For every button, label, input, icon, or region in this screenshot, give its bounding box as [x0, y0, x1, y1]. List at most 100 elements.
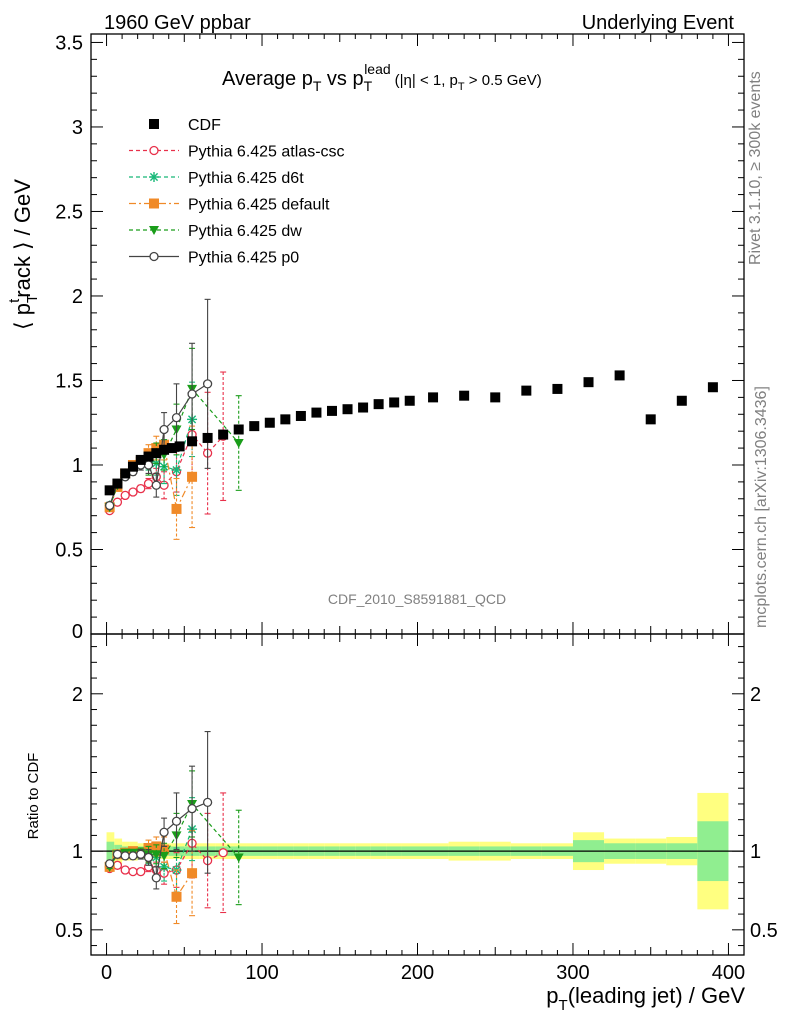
ratio-y-tick-label-right: 1 [750, 841, 761, 863]
ratio-point-pythia-6-425-p0 [143, 852, 154, 863]
main-point-pythia-6-425-p0 [171, 413, 182, 423]
main-point-cdf [174, 441, 185, 452]
main-y-tick-label: 3 [72, 117, 83, 139]
main-point-cdf [295, 410, 306, 421]
x-tick-label: 100 [245, 962, 278, 984]
ratio-point-pythia-6-425-atlas-csc [128, 866, 138, 877]
main-title: Average pT vs pTlead(|η| < 1, pT > 0.5 G… [222, 61, 542, 94]
main-point-pythia-6-425-atlas-csc [120, 490, 130, 501]
legend-entry-pythia-6-425-p0: Pythia 6.425 p0 [129, 250, 299, 267]
legend-entry-pythia-6-425-dw: Pythia 6.425 dw [129, 223, 302, 240]
main-point-cdf [143, 451, 154, 462]
legend-entry-pythia-6-425-d6t: Pythia 6.425 d6t [129, 170, 304, 187]
ratio-point-pythia-6-425-p0 [105, 859, 115, 869]
main-point-cdf [218, 429, 229, 440]
legend-label: Pythia 6.425 dw [188, 223, 302, 240]
main-point-cdf [127, 461, 138, 472]
header-left: 1960 GeV ppbar [104, 12, 251, 34]
main-point-pythia-6-425-p0 [151, 480, 161, 490]
main-point-cdf [614, 370, 625, 381]
main-point-pythia-6-425-atlas-csc [128, 487, 138, 497]
main-point-cdf [187, 436, 198, 447]
legend-label: Pythia 6.425 p0 [188, 250, 299, 267]
ratio-point-pythia-6-425-default [187, 868, 198, 879]
ratio-panel-frame [90, 633, 745, 956]
mcplots-reference-label: mcplots.cern.ch [arXiv:1306.3436] [753, 386, 770, 628]
axes: 0 100 200 300 400 0 0.5 1 1.5 2 2.5 3 3.5 0.5 0.5 1 1 2 2 [55, 32, 778, 984]
main-point-pythia-6-425-default [187, 471, 198, 482]
rivet-version-label: Rivet 3.1.10, ≥ 300k events [747, 71, 764, 265]
main-point-cdf [552, 383, 563, 394]
main-point-pythia-6-425-default [171, 503, 182, 514]
main-point-cdf [645, 414, 656, 425]
ratio-y-tick-label-right: 0.5 [750, 920, 778, 942]
ratio-point-pythia-6-425-atlas-csc [120, 865, 130, 875]
main-y-axis-label: ⟨ pTtrack ⟩ / GeV [6, 179, 41, 330]
main-point-pythia-6-425-dw [233, 439, 244, 449]
main-point-cdf [159, 444, 170, 455]
legend: CDF Pythia 6.425 atlas-csc Pythia 6.425 d6… [129, 117, 345, 267]
main-y-tick-label: 2.5 [55, 201, 83, 223]
main-y-tick-label: 1 [72, 455, 83, 477]
legend-label: Pythia 6.425 default [188, 197, 330, 214]
main-point-pythia-6-425-p0 [187, 389, 197, 399]
main-point-cdf [104, 485, 115, 496]
ratio-y-tick-label-right: 2 [750, 684, 761, 706]
analysis-reference-label: CDF_2010_S8591881_QCD [328, 591, 506, 607]
main-y-tick-label: 0 [72, 621, 83, 643]
main-point-pythia-6-425-d6t [171, 465, 182, 476]
ratio-point-pythia-6-425-p0 [136, 849, 146, 859]
legend-label: Pythia 6.425 d6t [188, 170, 304, 187]
ratio-point-pythia-6-425-dw [159, 851, 170, 861]
legend-marker [149, 145, 159, 156]
ratio-y-tick-label: 1 [72, 841, 83, 863]
main-point-cdf [135, 454, 146, 465]
main-point-cdf [404, 395, 415, 406]
main-point-cdf [112, 478, 123, 489]
main-point-pythia-6-425-p0 [159, 424, 169, 435]
main-y-tick-label: 3.5 [55, 32, 83, 54]
x-tick-label: 200 [401, 962, 434, 984]
main-point-cdf [490, 392, 501, 403]
ratio-point-pythia-6-425-p0 [112, 849, 123, 859]
main-point-pythia-6-425-atlas-csc [143, 478, 154, 489]
main-point-cdf [428, 392, 439, 403]
ratio-point-pythia-6-425-default [171, 891, 182, 902]
ratio-series-pythia-6-425-p0 [105, 731, 213, 890]
main-point-cdf [373, 399, 384, 410]
main-point-cdf [707, 382, 718, 393]
legend-marker [149, 172, 159, 182]
ratio-point-pythia-6-425-atlas-csc [218, 848, 228, 858]
main-series-cdf [104, 370, 718, 496]
main-point-pythia-6-425-p0 [202, 379, 213, 389]
ratio-point-pythia-6-425-p0 [187, 804, 197, 814]
x-tick-label: 400 [712, 962, 745, 984]
main-y-tick-label: 2 [72, 286, 83, 308]
main-point-cdf [166, 443, 177, 454]
legend-label: Pythia 6.425 atlas-csc [188, 144, 345, 161]
data-marks [104, 298, 718, 925]
main-point-pythia-6-425-atlas-csc [136, 483, 146, 494]
legend-entry-cdf: CDF [149, 117, 221, 134]
ratio-point-pythia-6-425-p0 [159, 827, 169, 837]
legend-entry-pythia-6-425-default: Pythia 6.425 default [129, 197, 330, 214]
x-tick-label: 300 [556, 962, 589, 984]
x-axis-label: pT(leading jet) / GeV [546, 983, 745, 1014]
legend-marker [149, 119, 159, 129]
legend-label: CDF [188, 117, 221, 134]
ratio-point-pythia-6-425-p0 [128, 851, 138, 861]
main-point-cdf [249, 421, 260, 432]
ratio-y-tick-label: 2 [72, 684, 83, 706]
main-point-cdf [233, 424, 244, 435]
main-point-cdf [264, 417, 275, 428]
legend-marker [149, 251, 159, 262]
ratio-point-pythia-6-425-p0 [151, 873, 161, 883]
main-point-pythia-6-425-p0 [105, 500, 115, 511]
main-point-cdf [358, 402, 369, 413]
main-point-cdf [280, 414, 291, 425]
main-point-cdf [311, 407, 322, 418]
main-point-cdf [389, 397, 400, 408]
main-point-cdf [583, 377, 594, 388]
main-point-cdf [120, 468, 131, 479]
